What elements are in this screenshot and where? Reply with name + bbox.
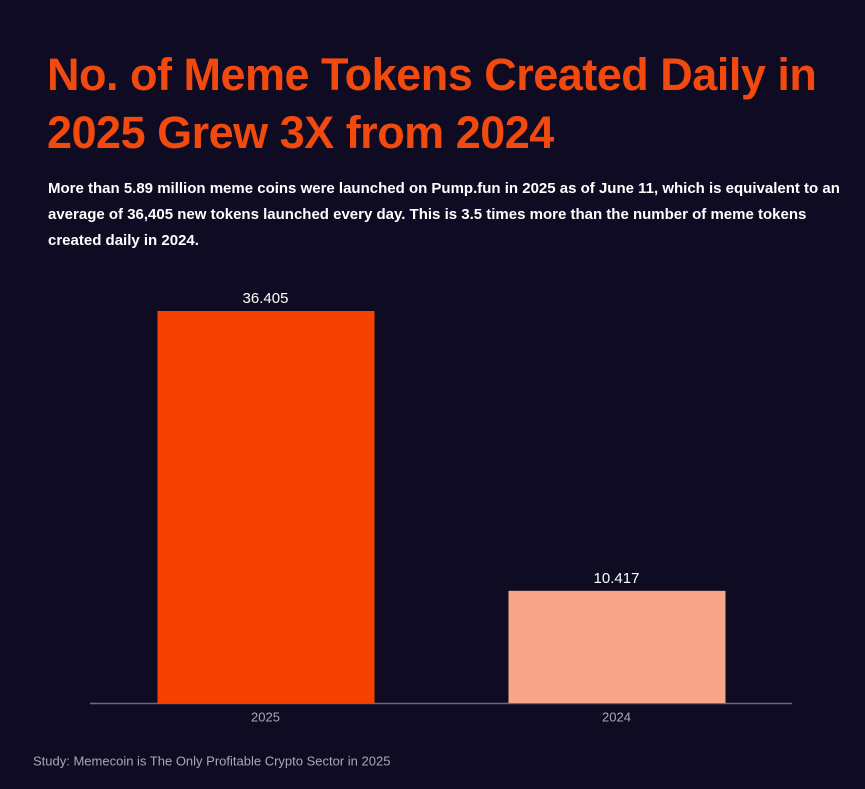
x-tick-label: 2025 [251,709,280,724]
source-note: Study: Memecoin is The Only Profitable C… [33,753,390,768]
chart-title: No. of Meme Tokens Created Daily in 2025… [47,49,817,158]
x-tick-label: 2024 [602,709,631,724]
chart-subtitle: More than 5.89 million meme coins were l… [48,180,840,249]
bar [508,590,726,703]
bar [157,311,375,703]
data-label: 36.405 [243,290,289,307]
data-label: 10.417 [594,570,640,587]
